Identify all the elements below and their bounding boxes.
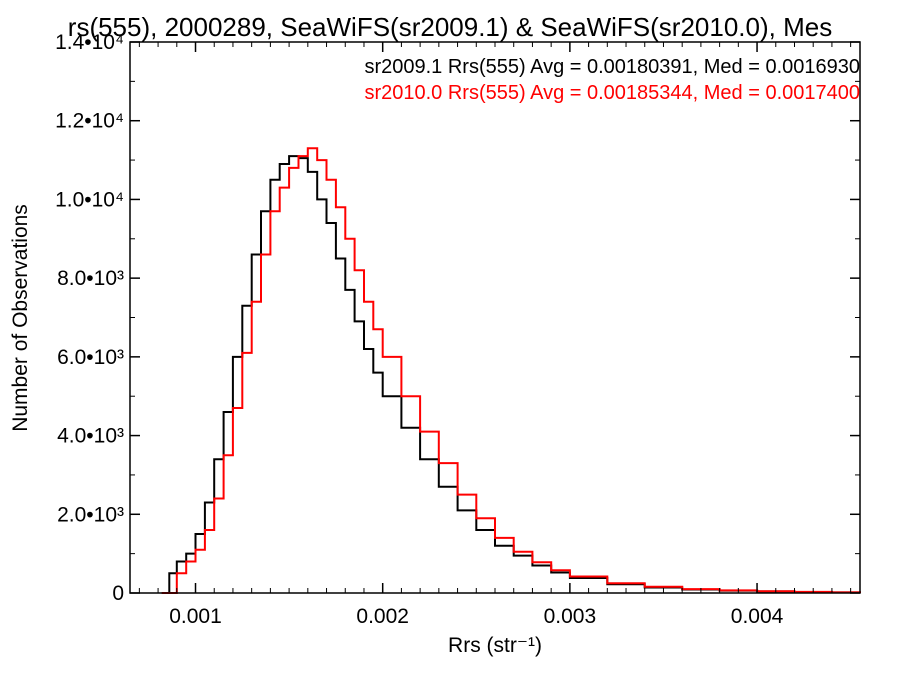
y-tick-label: 1.0•10⁴ <box>55 188 124 211</box>
y-tick-label: 0 <box>112 582 124 605</box>
chart-title: rs(555), 2000289, SeaWiFS(sr2009.1) & Se… <box>68 12 832 42</box>
series-line-sr2010-0 <box>161 147 861 594</box>
y-tick-label: 6.0•10³ <box>57 346 124 369</box>
series-line-sr2009-1 <box>161 155 861 594</box>
ticks-layer: 0.001 0.002 0.003 0.004 0 2.0•10³ 4.0•10³ 6.0•1… <box>55 31 860 628</box>
x-axis-label: Rrs (str⁻¹) <box>448 634 542 657</box>
y-tick-label: 8.0•10³ <box>57 267 124 290</box>
x-tick-label: 0.001 <box>169 605 222 628</box>
x-tick-label: 0.002 <box>356 605 409 628</box>
legend-entry-sr2010: sr2010.0 Rrs(555) Avg = 0.00185344, Med … <box>364 82 860 104</box>
series-layer <box>161 147 861 594</box>
y-tick-label: 1.2•10⁴ <box>55 110 124 133</box>
y-tick-label: 1.4•10⁴ <box>55 31 124 54</box>
plot-frame <box>129 41 861 594</box>
y-tick-label: 4.0•10³ <box>57 425 124 448</box>
y-tick-label: 2.0•10³ <box>57 503 124 526</box>
x-tick-label: 0.003 <box>544 605 597 628</box>
x-tick-label: 0.004 <box>731 605 784 628</box>
y-axis-label: Number of Observations <box>9 204 32 432</box>
legend-entry-sr2009: sr2009.1 Rrs(555) Avg = 0.00180391, Med … <box>364 56 860 78</box>
